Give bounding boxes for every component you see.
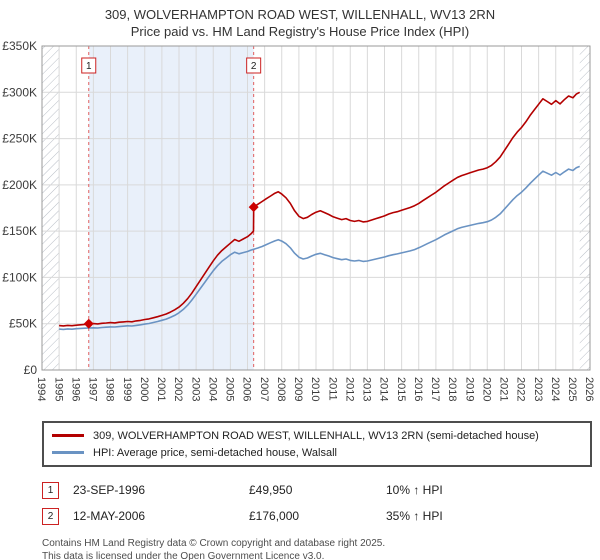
license-footer: Contains HM Land Registry data © Crown c… [42,537,592,560]
sale-2-date: 12-MAY-2006 [73,509,146,523]
svg-text:2016: 2016 [412,377,424,401]
sale-1-date: 23-SEP-1996 [73,483,146,497]
svg-text:2020: 2020 [480,377,492,401]
hpi-line-swatch [52,451,84,454]
svg-text:2002: 2002 [172,377,184,401]
svg-text:2015: 2015 [395,377,407,401]
svg-text:2013: 2013 [361,377,373,401]
svg-text:1998: 1998 [104,377,116,401]
chart-legend: 309, WOLVERHAMPTON ROAD WEST, WILLENHALL… [42,421,592,467]
svg-text:£100K: £100K [2,270,37,284]
svg-text:£50K: £50K [9,317,37,331]
svg-text:2008: 2008 [275,377,287,401]
svg-text:£250K: £250K [2,132,37,146]
table-row-sale-1: 1 23-SEP-1996 £49,950 10% ↑ HPI [42,477,592,503]
svg-text:2019: 2019 [463,377,475,401]
page-title: 309, WOLVERHAMPTON ROAD WEST, WILLENHALL… [104,7,496,22]
property-line-swatch [52,434,84,437]
svg-text:2023: 2023 [532,377,544,401]
svg-text:2004: 2004 [206,377,218,401]
svg-text:2000: 2000 [138,377,150,401]
sale-1-price: £49,950 [249,483,293,497]
svg-text:2017: 2017 [429,377,441,401]
sale-2-hpi-delta: 35% ↑ HPI [386,509,443,523]
svg-text:1999: 1999 [121,377,133,401]
svg-text:2026: 2026 [583,377,595,401]
svg-text:2: 2 [251,61,257,72]
price-chart: 1994 1995 1996 1997 1998 1999 2000 2001 2002 2003… [2,39,595,401]
legend-item-property: 309, WOLVERHAMPTON ROAD WEST, WILLENHALL… [52,427,582,444]
svg-text:1997: 1997 [87,377,99,401]
footer-copyright: Contains HM Land Registry data © Crown c… [42,538,386,549]
sale-2-number-badge: 2 [42,507,59,525]
svg-text:£0: £0 [24,363,38,377]
svg-text:1995: 1995 [52,377,64,401]
svg-text:1: 1 [86,61,92,72]
legend-item-hpi: HPI: Average price, semi-detached house,… [52,444,582,461]
svg-text:2024: 2024 [549,377,561,401]
svg-text:2014: 2014 [378,377,390,401]
svg-text:1996: 1996 [69,377,81,401]
footer-licence: This data is licensed under the Open Gov… [42,551,325,560]
svg-text:£300K: £300K [2,85,37,99]
chart-title-block: 309, WOLVERHAMPTON ROAD WEST, WILLENHALL… [0,0,600,40]
svg-text:2003: 2003 [189,377,201,401]
svg-text:2011: 2011 [326,377,338,401]
sale-1-hpi-delta: 10% ↑ HPI [386,483,443,497]
svg-text:2012: 2012 [343,377,355,401]
sale-2-price: £176,000 [249,509,300,523]
svg-text:1994: 1994 [35,377,47,401]
svg-text:2007: 2007 [258,377,270,401]
svg-text:2005: 2005 [224,377,236,401]
page-subtitle: Price paid vs. HM Land Registry's House … [130,24,470,39]
svg-text:2025: 2025 [566,377,578,401]
svg-text:2001: 2001 [155,377,167,401]
legend-hpi-label: HPI: Average price, semi-detached house,… [93,446,337,459]
svg-text:2009: 2009 [292,377,304,401]
svg-text:2010: 2010 [309,377,321,401]
legend-property-label: 309, WOLVERHAMPTON ROAD WEST, WILLENHALL… [93,429,539,442]
sale-1-number-badge: 1 [42,481,59,499]
svg-text:2006: 2006 [241,377,253,401]
svg-text:2021: 2021 [498,377,510,401]
table-row-sale-2: 2 12-MAY-2006 £176,000 35% ↑ HPI [42,503,592,529]
sales-table: 1 23-SEP-1996 £49,950 10% ↑ HPI 2 12-MAY… [42,477,592,529]
svg-text:2022: 2022 [515,377,527,401]
svg-text:2018: 2018 [446,377,458,401]
svg-text:£200K: £200K [2,178,37,192]
svg-text:£150K: £150K [2,224,37,238]
svg-text:£350K: £350K [2,40,37,53]
